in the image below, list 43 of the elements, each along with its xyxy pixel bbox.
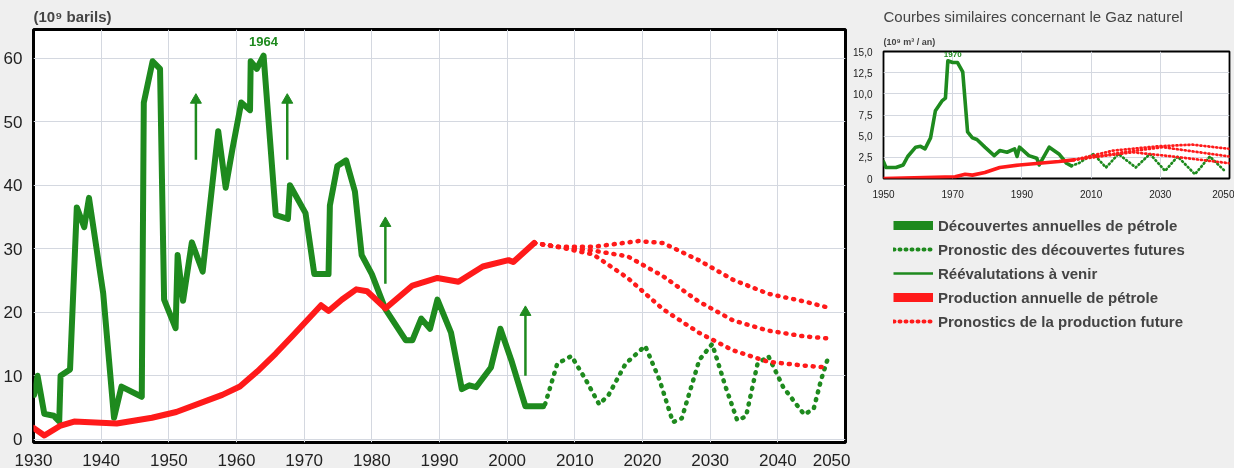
x-tick-label: 1970 (941, 188, 965, 200)
x-tick-label: 2030 (691, 450, 730, 468)
y-tick-label: 30 (3, 239, 23, 259)
y-tick-label: 10,0 (853, 88, 873, 100)
x-tick-label: 1970 (285, 450, 324, 468)
y-tick-label: 0 (13, 430, 23, 450)
y-tick-label: 40 (3, 176, 23, 196)
x-tick-label: 2000 (488, 450, 527, 468)
y-tick-label: 10 (3, 366, 23, 386)
x-tick-label: 2050 (812, 450, 851, 468)
y-tick-label: 5,0 (858, 131, 873, 143)
annotation: 1970 (943, 49, 963, 59)
x-tick-label: 2020 (623, 450, 662, 468)
x-tick-label: 2040 (758, 450, 797, 468)
x-tick-label: 2030 (1149, 188, 1172, 200)
x-tick-label: 1980 (352, 450, 391, 468)
y-axis-title: (10⁹ m³ / an) (883, 36, 936, 47)
legend-label: Réévalutations à venir (938, 264, 1098, 282)
y-tick-label: 12,5 (853, 67, 873, 79)
text: Courbes similaires concernant le Gaz naturel (883, 7, 1183, 25)
x-tick-label: 2050 (1212, 188, 1234, 200)
y-tick-label: 7,5 (858, 110, 873, 121)
annotation: 1964 (249, 33, 279, 49)
x-tick-label: 2010 (555, 450, 594, 468)
x-tick-label: 1930 (14, 450, 53, 468)
x-tick-label: 1960 (217, 450, 256, 468)
y-tick-label: 50 (3, 112, 23, 132)
x-tick-label: 1990 (420, 450, 459, 468)
x-tick-label: 1940 (82, 450, 121, 468)
legend-label: Découvertes annuelles de pétrole (938, 216, 1178, 234)
y-tick-label: 20 (3, 303, 23, 323)
x-tick-label: 1950 (149, 450, 188, 468)
y-axis-title: (10⁹ barils) (33, 7, 112, 25)
y-tick-label: 2,5 (858, 152, 873, 164)
y-tick-label: 0 (866, 173, 873, 185)
x-tick-label: 1950 (872, 188, 896, 200)
legend-label: Production annuelle de pétrole (938, 288, 1159, 306)
x-tick-label: 1990 (1010, 188, 1034, 200)
legend-label: Pronostics de la production future (938, 312, 1184, 330)
legend-label: Pronostic des découvertes futures (938, 240, 1185, 258)
x-tick-label: 2010 (1079, 188, 1103, 200)
y-tick-label: 15,0 (853, 46, 873, 58)
y-tick-label: 60 (3, 49, 23, 69)
